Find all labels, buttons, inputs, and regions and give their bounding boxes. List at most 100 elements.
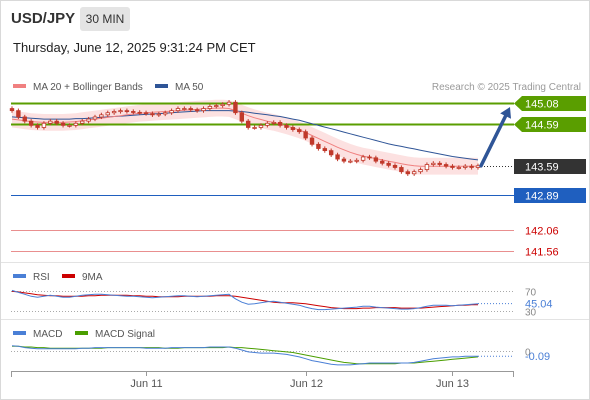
candle-body bbox=[392, 164, 398, 168]
candle bbox=[156, 111, 162, 117]
candle bbox=[284, 123, 289, 130]
candle bbox=[201, 106, 206, 113]
candle bbox=[207, 104, 213, 111]
macd-tick-label: 0 bbox=[525, 348, 531, 359]
candle bbox=[214, 103, 219, 109]
legend-macd-signal: MACD Signal bbox=[95, 329, 155, 340]
x-tick-label: Jun 11 bbox=[130, 378, 162, 390]
candle-body bbox=[284, 124, 289, 128]
candle bbox=[437, 161, 442, 167]
candle bbox=[405, 169, 410, 176]
candle bbox=[271, 120, 276, 126]
candle-body bbox=[163, 112, 168, 115]
candle bbox=[86, 116, 91, 124]
candle-body bbox=[290, 127, 296, 130]
timeframe-badge[interactable] bbox=[80, 7, 130, 31]
candle-body bbox=[297, 129, 302, 133]
timeframe-label: 30 MIN bbox=[86, 12, 125, 26]
candle-body bbox=[469, 165, 474, 168]
candle-body bbox=[277, 122, 283, 126]
candle-body bbox=[105, 112, 110, 116]
candle bbox=[303, 129, 308, 141]
candle bbox=[443, 162, 449, 169]
candle bbox=[150, 111, 155, 117]
candle bbox=[226, 100, 232, 107]
legend-rsi-ma: 9MA bbox=[82, 272, 103, 283]
candle bbox=[22, 114, 27, 124]
candle bbox=[16, 108, 21, 120]
candle-body bbox=[156, 113, 162, 116]
candle bbox=[137, 110, 142, 115]
rsi-value-label: 45.04 bbox=[525, 299, 553, 311]
candle bbox=[367, 154, 372, 160]
resistance-2-label: 145.08 bbox=[525, 99, 559, 111]
candle-body bbox=[405, 171, 410, 175]
candle-body bbox=[194, 109, 200, 112]
macd-panel: 0-0.09 bbox=[11, 345, 550, 366]
rsi-ma-line bbox=[11, 290, 478, 310]
legend-ma20-bb: MA 20 + Bollinger Bands bbox=[33, 82, 143, 93]
candle-body bbox=[226, 101, 232, 105]
candle-body bbox=[99, 114, 104, 118]
candle bbox=[424, 162, 430, 172]
candle bbox=[67, 123, 72, 128]
candle-body bbox=[245, 120, 251, 128]
candle-body bbox=[303, 131, 308, 139]
candle bbox=[392, 163, 398, 170]
candle-body bbox=[322, 148, 327, 152]
candle bbox=[118, 108, 123, 114]
candle-body bbox=[411, 171, 417, 175]
candle-body bbox=[418, 169, 423, 173]
target-2-label: 141.56 bbox=[525, 247, 559, 259]
candle-body bbox=[380, 160, 385, 164]
candle bbox=[309, 135, 315, 147]
candle bbox=[169, 108, 174, 115]
macd-line bbox=[11, 345, 478, 366]
candle-body bbox=[80, 120, 85, 124]
candle-body bbox=[456, 167, 462, 169]
candle bbox=[316, 142, 321, 151]
candle bbox=[245, 119, 251, 130]
candle bbox=[348, 159, 353, 164]
price-level-tags: 145.08 144.59 143.59 142.89 142.06 141.56 bbox=[514, 96, 586, 259]
resistance-2-tag bbox=[514, 96, 586, 111]
candle bbox=[73, 121, 79, 128]
candle-body bbox=[35, 124, 40, 128]
candles bbox=[9, 100, 481, 176]
candle bbox=[354, 158, 359, 164]
candle-body bbox=[348, 160, 353, 163]
candle bbox=[220, 102, 225, 108]
forecast-arrow-shaft bbox=[479, 114, 508, 168]
candle bbox=[297, 127, 302, 134]
x-tick-label: Jun 12 bbox=[290, 378, 323, 390]
candle-body bbox=[60, 122, 66, 126]
resistance-1-tag bbox=[514, 117, 586, 132]
candle-body bbox=[28, 120, 34, 126]
candle bbox=[399, 165, 404, 174]
candle bbox=[182, 106, 187, 111]
candle-body bbox=[214, 105, 219, 107]
legend-swatch-rsi-ma bbox=[62, 274, 75, 278]
candle bbox=[469, 164, 474, 170]
candle-body bbox=[367, 156, 372, 159]
rsi-tick-label: 30 bbox=[525, 308, 537, 319]
legend-swatch-macd bbox=[13, 331, 26, 335]
legend-ma50: MA 50 bbox=[175, 82, 204, 93]
rsi-line bbox=[11, 289, 479, 311]
candle-body bbox=[16, 110, 21, 118]
candle-body bbox=[335, 154, 340, 160]
candle bbox=[335, 152, 340, 162]
macd-value-label: -0.09 bbox=[525, 351, 550, 363]
datetime-label: Thursday, June 12, 2025 9:31:24 PM CET bbox=[13, 40, 256, 55]
candle-body bbox=[9, 108, 15, 112]
candle bbox=[131, 109, 136, 115]
candle bbox=[290, 125, 296, 132]
candle-body bbox=[73, 122, 79, 126]
candle-body bbox=[175, 108, 181, 112]
legend-macd: MACD bbox=[33, 329, 62, 340]
candle bbox=[105, 110, 110, 117]
x-axis: Jun 11 Jun 12 Jun 13 bbox=[11, 371, 514, 390]
credit-label: Research © 2025 Trading Central bbox=[432, 82, 581, 93]
